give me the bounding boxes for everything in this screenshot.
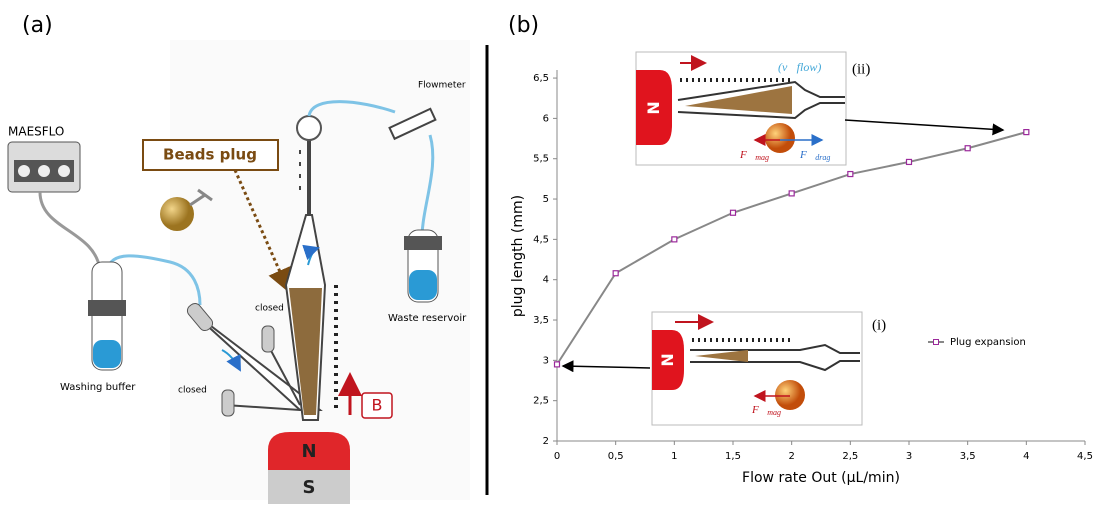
data-point [965,146,970,151]
pole-label: S [303,477,316,498]
x-tick-label: 2 [788,451,794,462]
flow-label: (v⃗flow) [778,60,821,74]
data-point [907,159,912,164]
data-point [672,237,677,242]
data-point [848,172,853,177]
data-point [1024,130,1029,135]
x-tick-label: 3,5 [960,451,976,462]
liquid [93,340,121,368]
pole-label: N [301,441,316,462]
inset: N (v⃗flow) F⃗mag F⃗drag (ii) [636,52,1003,165]
data-point [731,210,736,215]
device-label: MAESFLO [8,125,64,139]
x-tick-label: 1,5 [725,451,741,462]
data-point [789,191,794,196]
x-tick-label: 0 [554,451,560,462]
pole-label: N [644,101,663,114]
clamp [88,300,126,316]
panel-a: (a) MAESFLO Washing buffer Beads plug cl… [8,13,470,504]
waste-label: Waste reservoir [388,313,467,324]
y-tick-label: 4,5 [533,234,549,245]
y-axis-label: plug length (mm) [510,195,526,317]
x-axis-label: Flow rate Out (µL/min) [742,470,900,486]
y-tick-label: 2 [543,436,549,447]
pole-label: N [658,353,677,366]
y-tick-label: 5 [543,194,549,205]
inset: N F⃗mag (i) [563,312,886,425]
washing-label: Washing buffer [60,382,136,393]
x-tick-label: 4,5 [1077,451,1093,462]
y-tick-label: 3,5 [533,315,549,326]
x-tick-label: 0,5 [608,451,624,462]
x-tick-label: 4 [1023,451,1029,462]
y-tick-label: 4 [543,275,549,286]
x-tick-label: 3 [906,451,912,462]
force-subscript: mag [755,153,769,162]
valve-label: closed [178,386,207,396]
force-symbol: F⃗ [739,149,755,161]
inset-label: (i) [872,317,886,333]
y-tick-label: 3 [543,355,549,366]
figure: (a) MAESFLO Washing buffer Beads plug cl… [0,0,1094,505]
data-point [555,362,560,367]
force-symbol: F⃗ [751,404,767,416]
panel-label: (b) [508,13,539,38]
flowmeter-label: Flowmeter [418,81,466,91]
force-subscript: mag [767,408,781,417]
panel-label: (a) [22,13,53,38]
data-point [613,271,618,276]
force-symbol: F⃗ [799,149,815,161]
x-tick-label: 1 [671,451,677,462]
valve-label: closed [255,304,284,314]
legend-label: Plug expansion [950,337,1026,348]
tube [40,192,100,270]
y-tick-label: 6,5 [533,73,549,84]
callout-label: Beads plug [163,146,257,164]
y-tick-label: 6 [543,113,549,124]
y-tick-label: 5,5 [533,154,549,165]
inset-label: (ii) [852,61,870,77]
field-label: B [372,396,383,415]
force-subscript: drag [815,153,830,162]
x-tick-label: 2,5 [842,451,858,462]
y-tick-label: 2,5 [533,396,549,407]
bead [160,197,194,231]
legend-marker [934,340,939,345]
liquid [409,270,437,300]
